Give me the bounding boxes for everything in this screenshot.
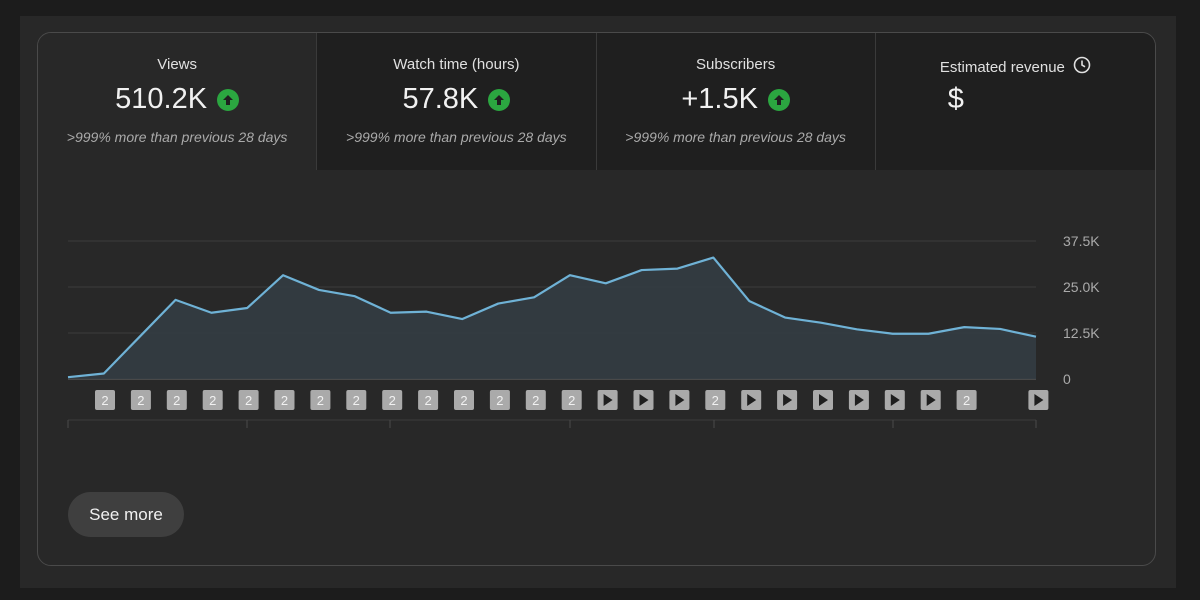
video-count-label: 2	[963, 393, 970, 408]
metric-change: >999% more than previous 28 days	[66, 129, 288, 145]
video-marker-count[interactable]: 2	[238, 390, 259, 410]
video-marker-count[interactable]: 2	[454, 390, 474, 410]
play-icon	[675, 394, 685, 406]
play-icon	[783, 394, 793, 406]
video-count-label: 2	[712, 393, 719, 408]
metric-tab-views[interactable]: Views 510.2K >999% more than previous 28…	[38, 33, 318, 170]
play-icon	[1034, 394, 1044, 406]
play-icon	[854, 394, 864, 406]
y-tick-label: 37.5K	[1063, 233, 1100, 249]
metric-tab-subscribers[interactable]: Subscribers +1.5K >999% more than previo…	[596, 33, 876, 170]
video-marker-count[interactable]: 2	[489, 390, 510, 410]
video-marker-count[interactable]: 2	[310, 390, 331, 410]
arrow-up-circle-icon	[217, 88, 240, 111]
video-count-label: 2	[532, 393, 539, 408]
arrow-up-circle-icon	[767, 88, 790, 111]
metric-change: >999% more than previous 28 days	[346, 129, 567, 145]
play-icon	[819, 394, 828, 406]
video-marker-count[interactable]: 2	[382, 390, 403, 410]
video-marker-play[interactable]	[813, 390, 833, 410]
video-marker-count[interactable]: 2	[166, 390, 187, 410]
video-count-label: 2	[496, 393, 503, 408]
video-count-label: 2	[460, 393, 467, 408]
video-marker-count[interactable]: 2	[418, 390, 439, 410]
y-tick-label: 0	[1063, 371, 1071, 387]
play-icon	[639, 394, 649, 406]
play-icon	[603, 394, 613, 406]
see-more-button[interactable]: See more	[68, 492, 184, 537]
metric-value: 57.8K	[402, 83, 479, 115]
video-count-label: 2	[137, 393, 144, 408]
video-count-label: 2	[101, 393, 108, 408]
video-marker-play[interactable]	[633, 390, 654, 410]
metric-tabs: Views 510.2K >999% more than previous 28…	[38, 33, 1155, 170]
video-marker-play[interactable]	[920, 390, 941, 410]
play-icon	[747, 394, 757, 406]
metric-label: Watch time (hours)	[393, 56, 520, 73]
video-count-label: 2	[245, 393, 252, 408]
metric-value: +1.5K	[681, 83, 758, 115]
video-count-label: 2	[424, 393, 431, 408]
play-icon	[926, 394, 936, 406]
video-marker-play[interactable]	[777, 390, 798, 410]
video-count-label: 2	[353, 393, 360, 408]
analytics-card: Views 510.2K >999% more than previous 28…	[37, 32, 1156, 566]
video-marker-count[interactable]: 2	[95, 390, 115, 410]
video-count-label: 2	[173, 393, 180, 408]
play-icon	[890, 394, 900, 406]
y-tick-label: 25.0K	[1063, 279, 1100, 295]
video-count-label: 2	[568, 393, 575, 408]
arrow-up-circle-icon	[488, 88, 511, 111]
video-marker-count[interactable]: 2	[346, 390, 367, 410]
video-marker-count[interactable]: 2	[561, 390, 582, 410]
video-marker-count[interactable]: 2	[705, 390, 726, 410]
clock-icon[interactable]	[1073, 56, 1091, 79]
video-marker-play[interactable]	[741, 390, 762, 410]
video-marker-count[interactable]: 2	[202, 390, 223, 410]
video-marker-count[interactable]: 2	[274, 390, 295, 410]
metric-label: Estimated revenue	[939, 59, 1065, 76]
video-marker-count[interactable]: 2	[525, 390, 546, 410]
video-marker-play[interactable]	[1028, 390, 1049, 410]
y-tick-label: 12.5K	[1063, 325, 1100, 341]
metric-label: Views	[157, 56, 197, 73]
metric-value: 510.2K	[115, 83, 208, 115]
metric-tab-estimated-revenue[interactable]: Estimated revenue $	[875, 33, 1155, 170]
video-count-label: 2	[317, 393, 324, 408]
metric-value: $	[947, 83, 964, 115]
metric-change: >999% more than previous 28 days	[625, 129, 846, 145]
views-line	[67, 256, 1037, 379]
metric-tab-watch-time[interactable]: Watch time (hours) 57.8K >999% more than…	[317, 33, 597, 170]
video-marker-play[interactable]	[669, 390, 690, 410]
video-marker-count[interactable]: 2	[956, 390, 977, 410]
metric-label: Subscribers	[696, 56, 776, 73]
views-area	[68, 257, 1036, 379]
video-count-label: 2	[209, 393, 216, 408]
video-marker-play[interactable]	[884, 390, 905, 410]
video-marker-play[interactable]	[597, 390, 618, 410]
video-count-label: 2	[281, 393, 288, 408]
video-marker-count[interactable]: 2	[130, 390, 151, 410]
video-marker-play[interactable]	[848, 390, 869, 410]
video-count-label: 2	[389, 393, 396, 408]
views-chart: 0 12.5K 25.0K 37.5K 2 2 2 2 2 2 2 2 2 2 2 2 2 2 2 2	[67, 233, 1100, 428]
